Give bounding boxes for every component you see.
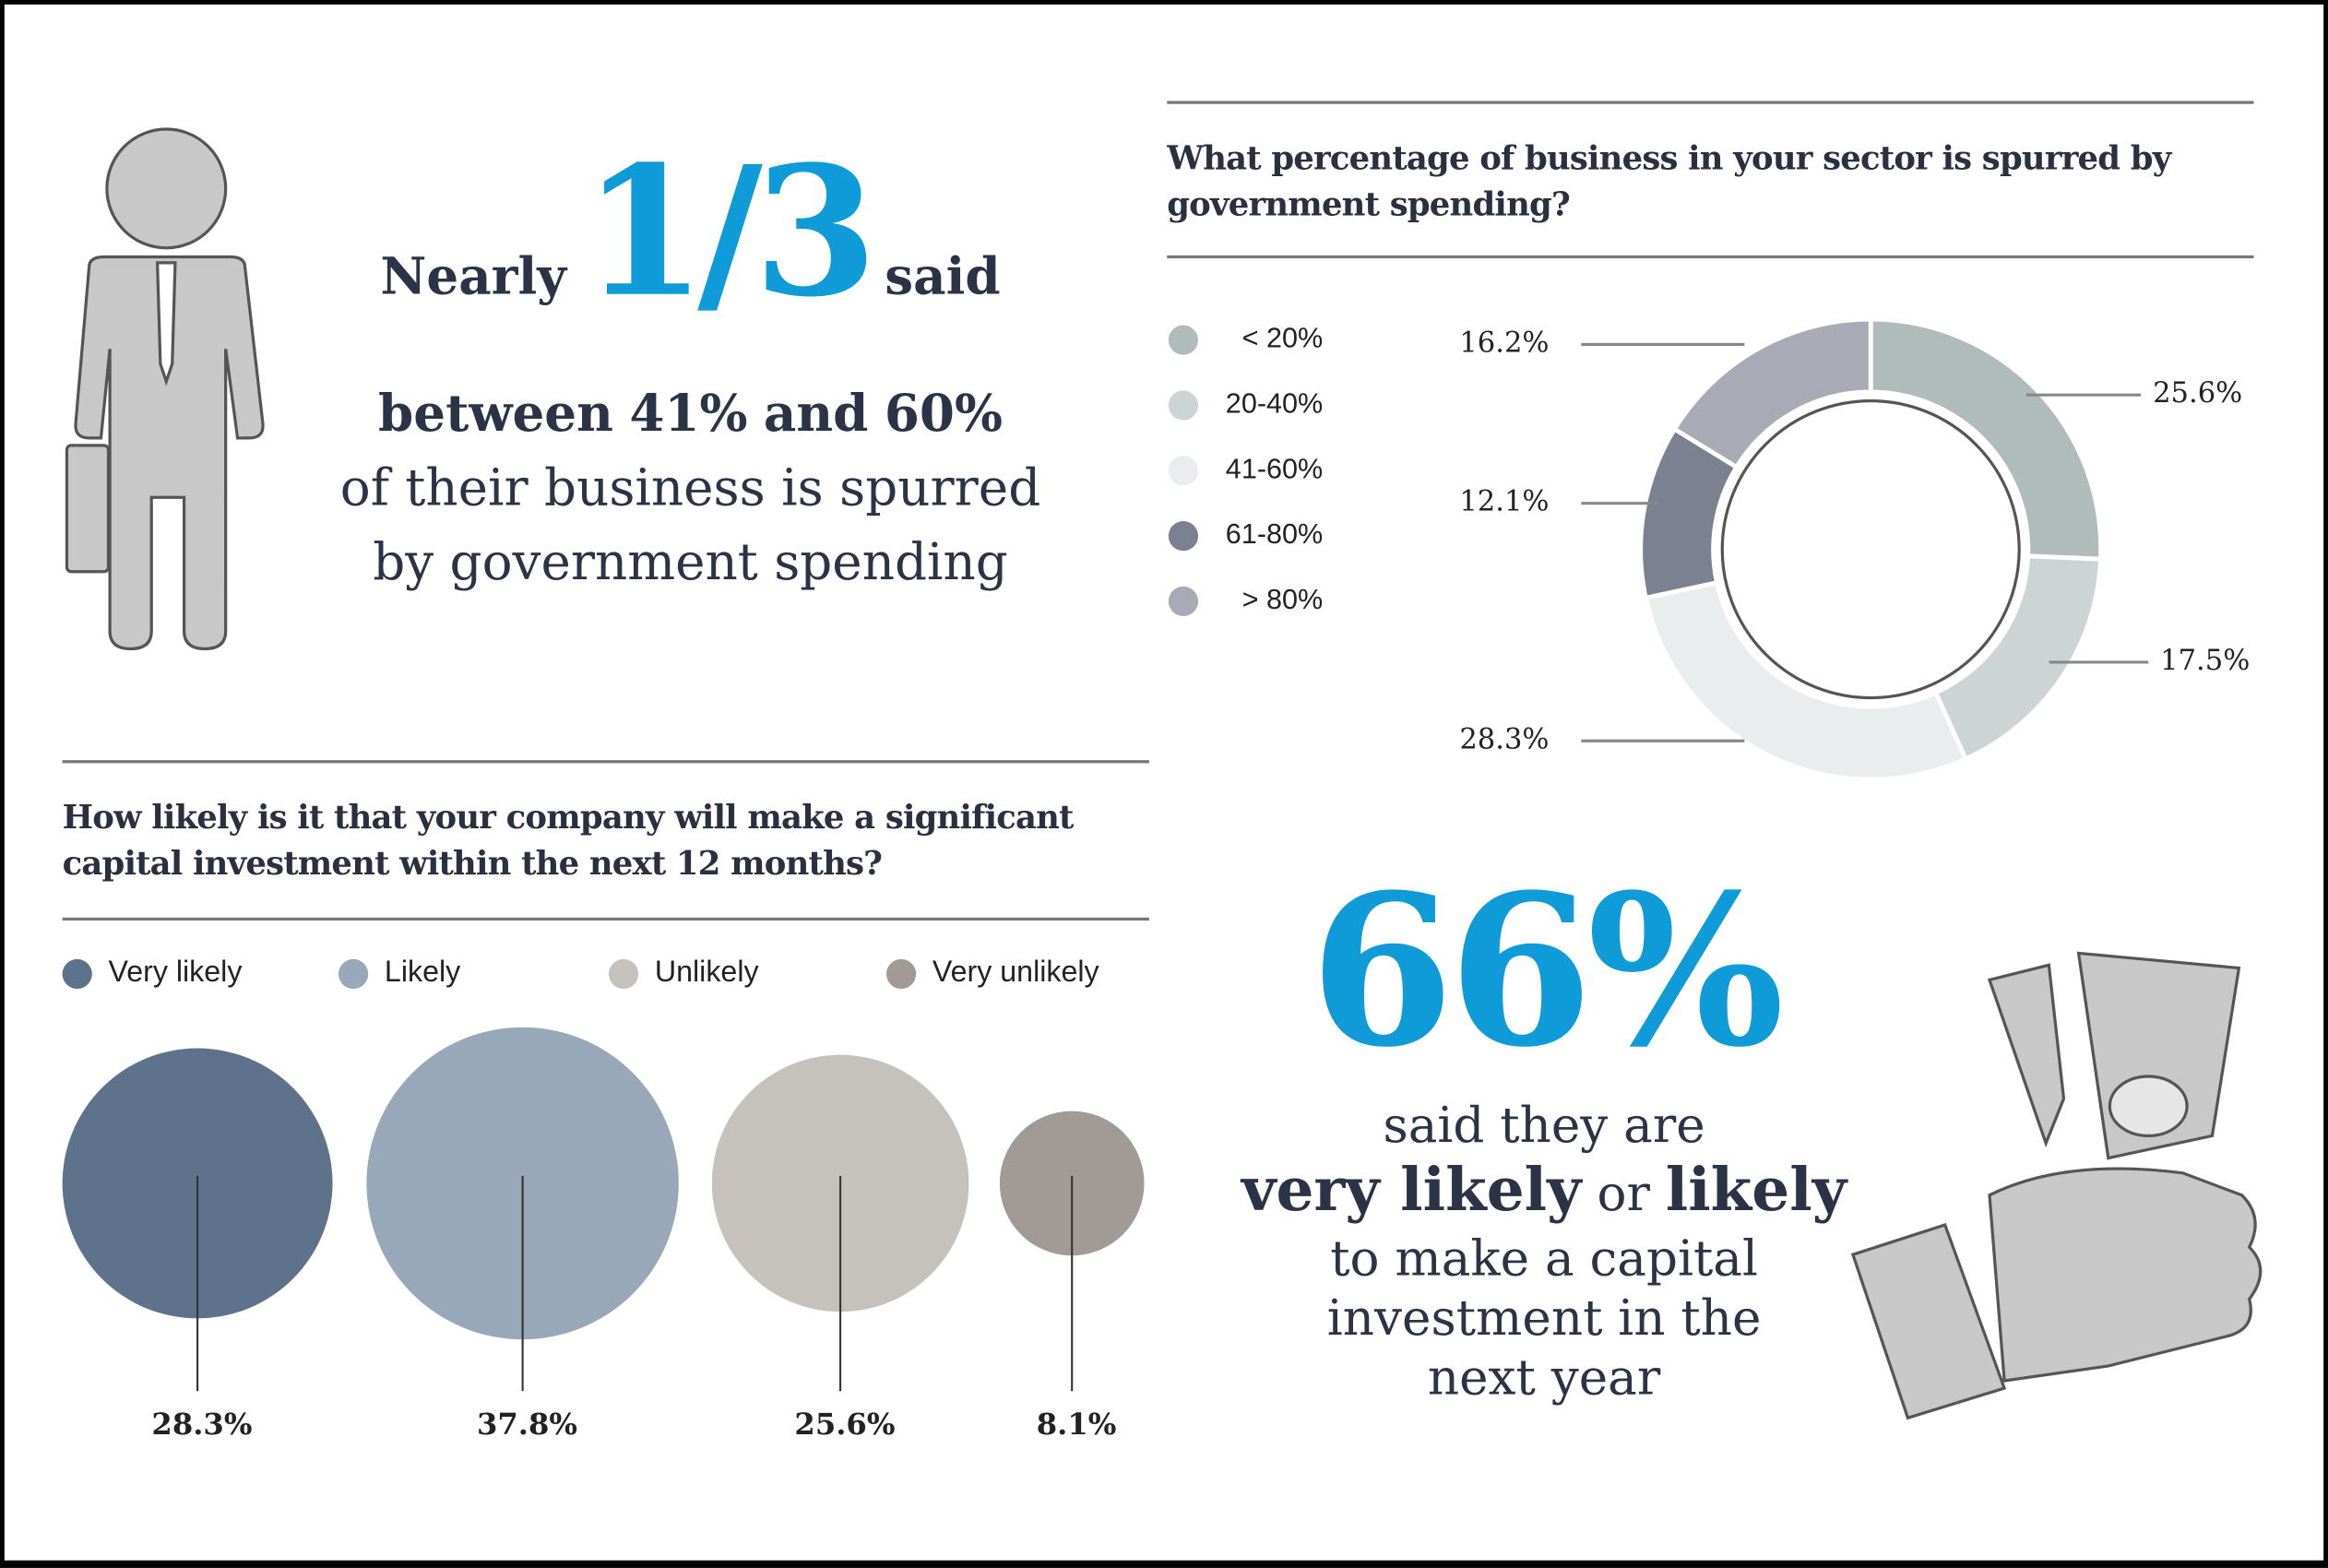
legend-swatch bbox=[885, 958, 917, 989]
legend-swatch bbox=[62, 958, 92, 989]
donut-label: 12.1% bbox=[1459, 485, 1550, 518]
donut-slice-2 bbox=[1643, 579, 1969, 782]
bubble-legend-item: Very unlikely bbox=[885, 956, 1099, 991]
donut-question: What percentage of business in your sect… bbox=[1167, 139, 2171, 225]
donut-label: 28.3% bbox=[1459, 722, 1550, 756]
donut-legend-item: < 20% bbox=[1168, 323, 1324, 356]
legend-label: > 80% bbox=[1241, 585, 1324, 617]
bubble-label: 25.6% bbox=[794, 1406, 896, 1443]
bubble-question: How likely is it that your company will … bbox=[62, 799, 1075, 884]
donut-label: 16.2% bbox=[1459, 327, 1550, 360]
bubble-legend-item: Unlikely bbox=[608, 956, 759, 991]
legend-label: 41-60% bbox=[1225, 454, 1324, 486]
legend-swatch bbox=[608, 958, 639, 989]
donut-slice-4 bbox=[1671, 316, 1873, 470]
stat-66-percent: 66% said they are very likely or likely … bbox=[1203, 849, 1885, 1408]
headline-one-third: Nearly 1/3 said between 41% and 60% of t… bbox=[339, 127, 1041, 593]
one-third-figure: 1/3 bbox=[582, 127, 878, 338]
bubble-chart bbox=[62, 1027, 1145, 1392]
bubble-label: 37.8% bbox=[476, 1406, 577, 1443]
donut-inner-circle bbox=[1720, 399, 2021, 700]
donut-chart bbox=[1581, 316, 2149, 782]
legend-label: Likely bbox=[384, 956, 461, 990]
legend-swatch bbox=[339, 958, 369, 989]
legend-label: Unlikely bbox=[654, 956, 759, 990]
legend-label: Very likely bbox=[108, 956, 243, 990]
legend-label: Very unlikely bbox=[932, 956, 1099, 990]
donut-legend-item: 41-60% bbox=[1168, 454, 1324, 487]
legend-label: < 20% bbox=[1241, 323, 1324, 355]
donut-label: 25.6% bbox=[2153, 376, 2243, 410]
donut-legend-item: > 80% bbox=[1168, 585, 1324, 617]
legend-swatch bbox=[1168, 390, 1199, 421]
money-hand-icon bbox=[1850, 951, 2263, 1420]
legend-swatch bbox=[1168, 586, 1199, 617]
legend-label: 61-80% bbox=[1225, 519, 1324, 552]
bubble-label: 8.1% bbox=[1036, 1406, 1117, 1443]
bubble-legend-item: Very likely bbox=[62, 956, 243, 991]
legend-swatch bbox=[1168, 456, 1199, 486]
donut-slice-0 bbox=[1868, 316, 2104, 562]
bubble-legend-item: Likely bbox=[339, 956, 460, 991]
legend-swatch bbox=[1168, 521, 1199, 552]
bubble-label: 28.3% bbox=[151, 1406, 253, 1443]
stat-number: 66% bbox=[1309, 850, 1785, 1095]
legend-label: 20-40% bbox=[1225, 388, 1324, 421]
legend-swatch bbox=[1168, 325, 1199, 355]
businessman-icon bbox=[65, 127, 265, 651]
donut-label: 17.5% bbox=[2160, 644, 2251, 678]
donut-legend-item: 20-40% bbox=[1168, 388, 1324, 422]
donut-legend-item: 61-80% bbox=[1168, 519, 1324, 552]
